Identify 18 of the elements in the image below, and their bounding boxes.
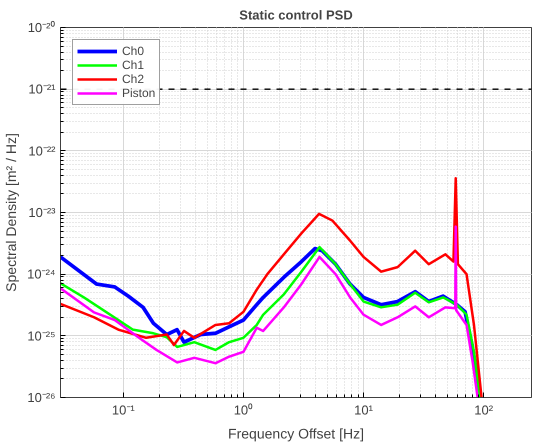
x-tick-label: 10⁰ — [234, 402, 254, 418]
y-tick-label: 10⁻²⁰ — [28, 20, 56, 35]
x-tick-label: 10¹ — [354, 402, 374, 418]
x-tick-label: 10² — [474, 402, 494, 418]
legend-label: Ch1 — [122, 58, 144, 72]
y-axis-title: Spectral Density [m² / Hz] — [3, 133, 20, 292]
y-tick-label: 10⁻²⁵ — [27, 328, 56, 344]
y-tick-label: 10⁻²³ — [28, 205, 56, 220]
y-tick-label: 10⁻²² — [28, 143, 56, 158]
y-tick-label: 10⁻²⁶ — [27, 390, 56, 405]
legend-label: Ch0 — [122, 44, 144, 58]
x-tick-label: 10⁻¹ — [112, 402, 136, 418]
legend-label: Piston — [122, 86, 156, 100]
x-axis-title: Frequency Offset [Hz] — [228, 426, 364, 442]
y-tick-label: 10⁻²¹ — [28, 82, 56, 97]
y-tick-label: 10⁻²⁴ — [27, 266, 56, 282]
legend-label: Ch2 — [122, 72, 144, 86]
chart-title: Static control PSD — [239, 8, 353, 22]
